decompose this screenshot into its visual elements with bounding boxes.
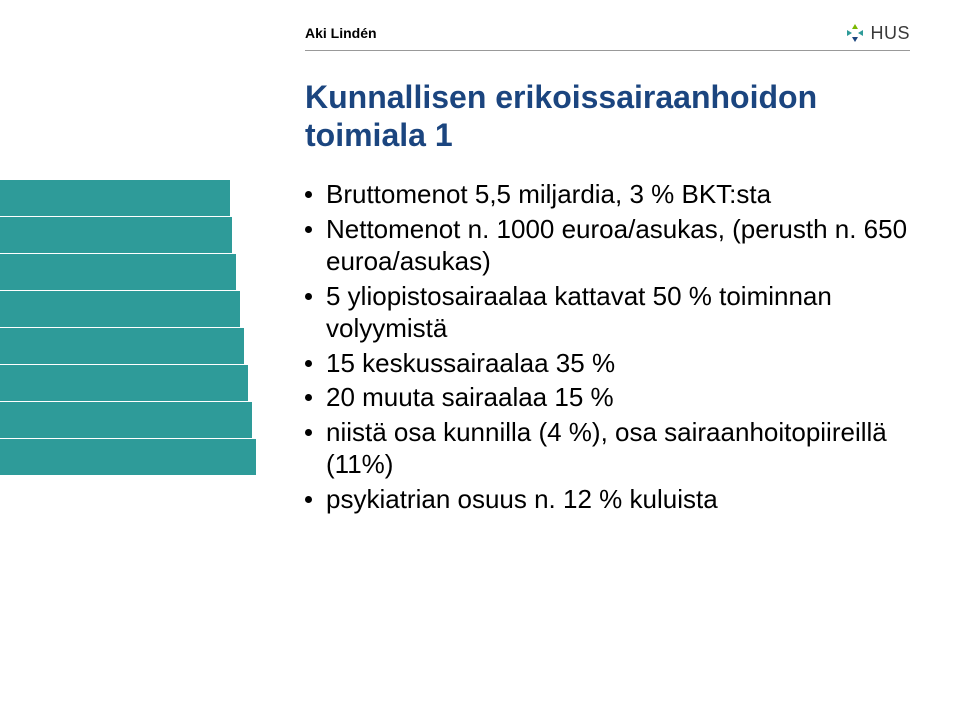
sidebar-bar bbox=[0, 439, 256, 475]
logo-triangle-top bbox=[852, 24, 858, 29]
sidebar-bar bbox=[0, 217, 232, 253]
bullet-text: 15 keskussairaalaa 35 % bbox=[326, 347, 615, 380]
slide-header: Aki Lindén HUS bbox=[305, 22, 910, 44]
logo-triangle-left bbox=[847, 30, 852, 36]
title-line-2: toimiala 1 bbox=[305, 116, 817, 154]
sidebar-bar bbox=[0, 328, 244, 364]
author-name: Aki Lindén bbox=[305, 25, 377, 41]
list-item: psykiatrian osuus n. 12 % kuluista bbox=[305, 483, 910, 516]
sidebar-bar bbox=[0, 402, 252, 438]
slide-title: Kunnallisen erikoissairaanhoidon toimial… bbox=[305, 78, 817, 155]
sidebar-bar bbox=[0, 365, 248, 401]
bullet-text: Bruttomenot 5,5 miljardia, 3 % BKT:sta bbox=[326, 178, 771, 211]
sidebar-bar bbox=[0, 180, 230, 216]
list-item: niistä osa kunnilla (4 %), osa sairaanho… bbox=[305, 416, 910, 481]
logo-triangle-bottom bbox=[852, 37, 858, 42]
bullet-icon bbox=[305, 394, 312, 401]
bullet-icon bbox=[305, 360, 312, 367]
list-item: 15 keskussairaalaa 35 % bbox=[305, 347, 910, 380]
list-item: Bruttomenot 5,5 miljardia, 3 % BKT:sta bbox=[305, 178, 910, 211]
sidebar-decoration bbox=[0, 180, 256, 476]
bullet-text: 20 muuta sairaalaa 15 % bbox=[326, 381, 614, 414]
bullet-icon bbox=[305, 191, 312, 198]
bullet-icon bbox=[305, 429, 312, 436]
list-item: 5 yliopistosairaalaa kattavat 50 % toimi… bbox=[305, 280, 910, 345]
bullet-icon bbox=[305, 496, 312, 503]
bullet-text: Nettomenot n. 1000 euroa/asukas, (perust… bbox=[326, 213, 910, 278]
bullet-text: psykiatrian osuus n. 12 % kuluista bbox=[326, 483, 718, 516]
logo-mark-icon bbox=[844, 22, 866, 44]
bullet-icon bbox=[305, 226, 312, 233]
logo-triangle-right bbox=[858, 30, 863, 36]
bullet-icon bbox=[305, 293, 312, 300]
bullet-text: 5 yliopistosairaalaa kattavat 50 % toimi… bbox=[326, 280, 910, 345]
hus-logo: HUS bbox=[844, 22, 910, 44]
logo-text: HUS bbox=[870, 23, 910, 44]
sidebar-bar bbox=[0, 254, 236, 290]
bullet-text: niistä osa kunnilla (4 %), osa sairaanho… bbox=[326, 416, 910, 481]
sidebar-bar bbox=[0, 291, 240, 327]
header-divider bbox=[305, 50, 910, 51]
list-item: 20 muuta sairaalaa 15 % bbox=[305, 381, 910, 414]
title-line-1: Kunnallisen erikoissairaanhoidon bbox=[305, 78, 817, 116]
bullet-list: Bruttomenot 5,5 miljardia, 3 % BKT:staNe… bbox=[305, 178, 910, 517]
list-item: Nettomenot n. 1000 euroa/asukas, (perust… bbox=[305, 213, 910, 278]
